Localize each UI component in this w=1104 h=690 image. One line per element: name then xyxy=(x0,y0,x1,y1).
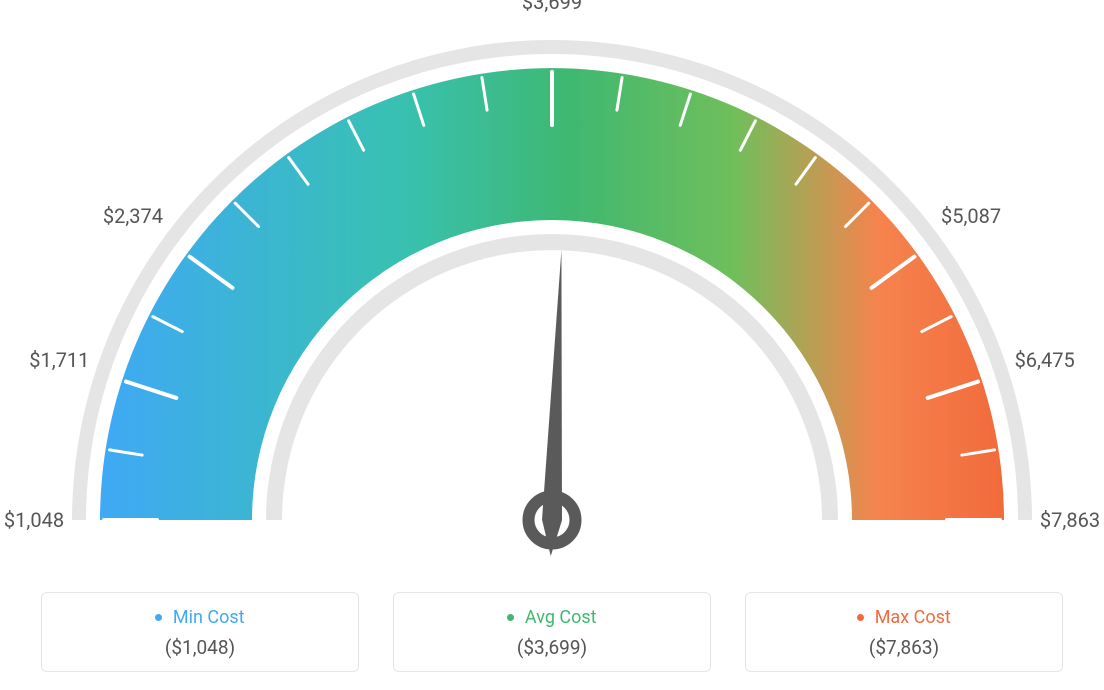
gauge-tick-label: $7,863 xyxy=(1040,508,1100,532)
gauge-tick-label: $6,475 xyxy=(1015,348,1075,372)
gauge-svg xyxy=(0,0,1104,560)
gauge-tick-label: $5,087 xyxy=(941,204,1001,228)
legend-title-max: Max Cost xyxy=(756,607,1052,628)
legend-title-avg: Avg Cost xyxy=(404,607,700,628)
legend-value-min: ($1,048) xyxy=(52,636,348,659)
legend-title-text: Max Cost xyxy=(875,607,951,628)
gauge-tick-label: $2,374 xyxy=(103,204,163,228)
gauge-tick-label: $3,699 xyxy=(522,0,582,14)
legend-card-avg: Avg Cost ($3,699) xyxy=(393,592,711,672)
dot-icon xyxy=(155,614,162,621)
cost-gauge: $1,048 $1,711 $2,374 $3,699 $5,087 $6,475 $7,8… xyxy=(0,0,1104,560)
legend-value-max: ($7,863) xyxy=(756,636,1052,659)
legend-card-min: Min Cost ($1,048) xyxy=(41,592,359,672)
legend-row: Min Cost ($1,048) Avg Cost ($3,699) Max … xyxy=(0,592,1104,672)
dot-icon xyxy=(507,614,514,621)
legend-title-text: Avg Cost xyxy=(525,607,597,628)
legend-card-max: Max Cost ($7,863) xyxy=(745,592,1063,672)
legend-value-avg: ($3,699) xyxy=(404,636,700,659)
legend-title-text: Min Cost xyxy=(173,607,245,628)
gauge-tick-label: $1,048 xyxy=(4,508,64,532)
dot-icon xyxy=(857,614,864,621)
gauge-tick-label: $1,711 xyxy=(29,348,89,372)
legend-title-min: Min Cost xyxy=(52,607,348,628)
